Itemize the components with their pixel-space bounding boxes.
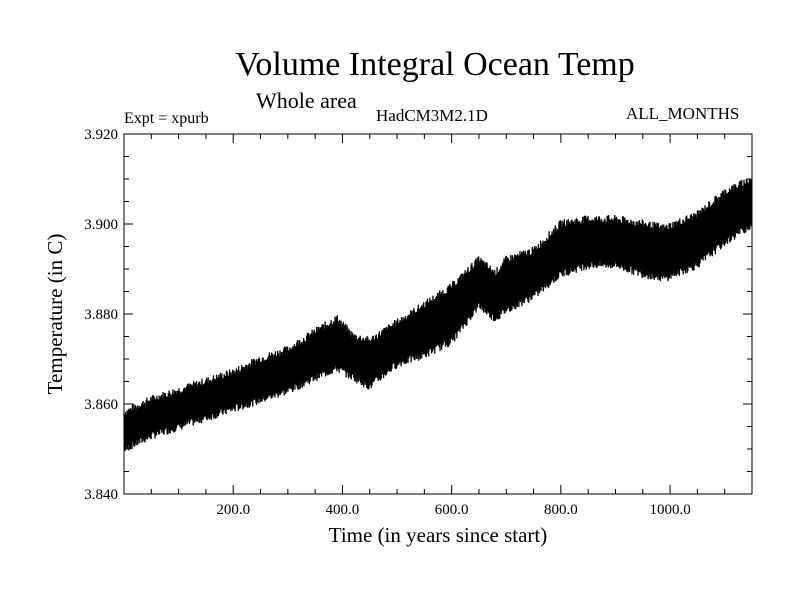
series-line: [123, 178, 753, 452]
y-tick-label: 3.920: [84, 127, 118, 143]
ticks-layer: 200.0 400.0 600.0 800.0 1000.0 3.840 3.860 3.88…: [84, 127, 752, 518]
chart-title: Volume Integral Ocean Temp: [235, 46, 635, 83]
x-tick-label: 800.0: [544, 502, 578, 518]
y-axis-label: Temperature (in C): [43, 234, 67, 395]
period-label: ALL_MONTHS: [626, 104, 740, 123]
y-tick-label: 3.860: [84, 397, 118, 413]
y-tick-label: 3.880: [84, 307, 118, 323]
experiment-label: Expt = xpurb: [124, 110, 209, 127]
x-axis-label: Time (in years since start): [329, 523, 548, 547]
series-layer: [123, 178, 753, 452]
y-tick-label: 3.900: [84, 217, 118, 233]
x-tick-label: 200.0: [216, 502, 250, 518]
x-tick-label: 1000.0: [649, 502, 690, 518]
chart-subtitle: Whole area: [256, 88, 357, 113]
x-tick-label: 600.0: [435, 502, 469, 518]
model-label: HadCM3M2.1D: [376, 106, 488, 125]
y-tick-label: 3.840: [84, 487, 118, 503]
x-tick-label: 400.0: [326, 502, 360, 518]
